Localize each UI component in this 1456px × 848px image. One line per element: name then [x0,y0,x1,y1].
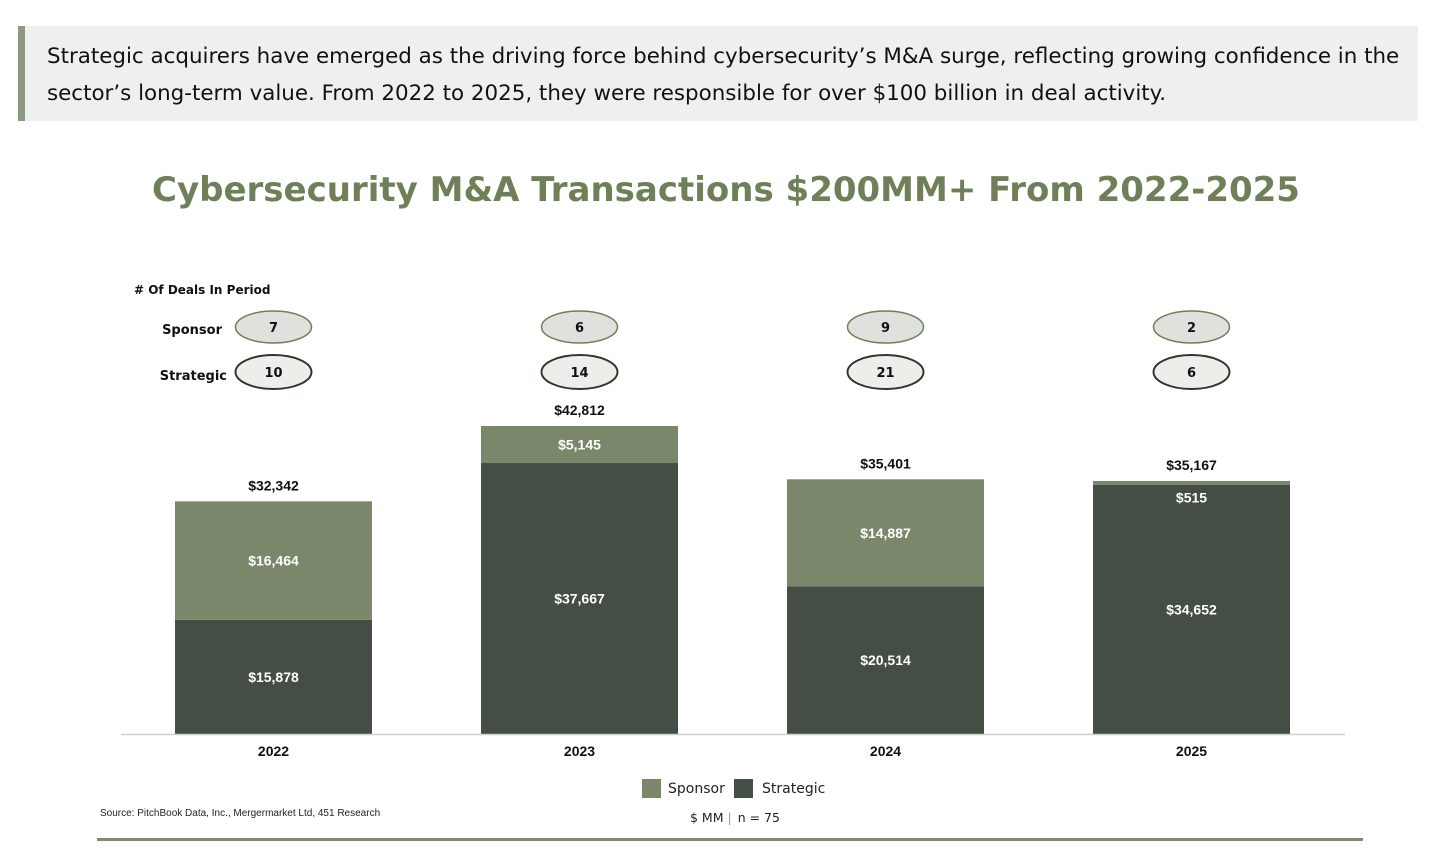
bar-sponsor-2025 [1093,481,1290,485]
x-tick-label-2023: 2023 [564,743,595,759]
legend-label-sponsor: Sponsor [668,781,725,797]
data-label-sponsor-2022: $16,464 [248,553,299,569]
deal-count-bubble-sponsor-2025 [1152,310,1231,344]
deal-count-bubble-sponsor-2024 [846,310,925,344]
units-label: $ MM [690,810,724,825]
data-label-sponsor-2023: $5,145 [558,437,601,453]
data-label-strategic-2022: $15,878 [248,669,299,685]
deal-count-heading: # Of Deals In Period [134,283,270,297]
deal-count-bubble-strategic-2024 [846,354,925,390]
deal-count-sponsor-2025: 2 [1187,321,1196,336]
units-separator: | [727,810,732,825]
deal-count-sponsor-2023: 6 [575,321,584,336]
data-label-strategic-2025: $34,652 [1166,601,1217,617]
deal-count-strategic-2025: 6 [1187,366,1196,381]
sample-size: n = 75 [737,810,780,825]
bar-strategic-2025 [1093,484,1290,734]
bar-strategic-2022 [175,619,372,734]
deal-count-bubble-strategic-2023 [540,354,619,390]
units-note: $ MM | n = 75 [690,810,780,825]
x-tick-label-2025: 2025 [1176,743,1207,759]
bar-strategic-2023 [481,463,678,734]
bottom-divider [97,838,1363,841]
total-label-2024: $35,401 [860,455,911,471]
deal-count-sponsor-2022: 7 [269,321,278,336]
bar-sponsor-2022 [175,501,372,620]
data-label-strategic-2023: $37,667 [554,591,605,607]
x-tick-label-2024: 2024 [870,743,901,759]
deal-count-sponsor-2024: 9 [881,321,890,336]
deal-row-label-sponsor: Sponsor [162,323,223,338]
deal-count-strategic-2022: 10 [264,366,282,381]
data-label-sponsor-2025: $515 [1176,490,1207,506]
deal-count-bubble-strategic-2025 [1152,354,1231,390]
intro-text: Strategic acquirers have emerged as the … [47,44,1400,106]
source-note: Source: PitchBook Data, Inc., Mergermark… [100,808,381,819]
deal-count-strategic-2023: 14 [570,366,588,381]
total-label-2025: $35,167 [1166,457,1217,473]
chart-title: Cybersecurity M&A Transactions $200MM+ F… [152,170,1300,210]
bar-sponsor-2024 [787,479,984,587]
deal-row-label-strategic: Strategic [160,369,227,384]
deal-count-bubble-sponsor-2023 [540,310,619,344]
legend-swatch-strategic [734,779,753,798]
legend-label-strategic: Strategic [762,781,825,797]
data-label-sponsor-2024: $14,887 [860,525,911,541]
deal-count-bubble-sponsor-2022 [234,310,313,344]
data-label-strategic-2024: $20,514 [860,652,911,668]
intro-callout: Strategic acquirers have emerged as the … [18,26,1418,121]
bar-strategic-2024 [787,586,984,734]
deal-count-strategic-2024: 21 [876,366,894,381]
bar-sponsor-2023 [481,426,678,464]
legend-swatch-sponsor [642,779,661,798]
total-label-2022: $32,342 [248,477,299,493]
deal-count-bubble-strategic-2022 [234,354,313,390]
total-label-2023: $42,812 [554,402,605,418]
x-tick-label-2022: 2022 [258,743,289,759]
